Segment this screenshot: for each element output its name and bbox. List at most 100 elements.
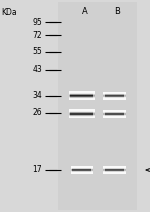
Bar <box>124 166 126 167</box>
Bar <box>69 118 70 119</box>
Bar <box>72 168 92 169</box>
Bar <box>103 167 105 168</box>
Bar <box>105 97 124 98</box>
Bar <box>70 116 93 117</box>
Bar <box>93 117 95 118</box>
Bar <box>91 171 93 172</box>
Bar <box>103 112 105 113</box>
Bar <box>124 115 126 116</box>
Bar <box>124 166 126 167</box>
Bar <box>103 114 105 115</box>
Bar <box>124 110 126 111</box>
Bar <box>105 171 124 172</box>
Bar <box>69 93 70 94</box>
Bar <box>70 116 93 117</box>
Bar <box>105 94 124 95</box>
Bar <box>105 94 124 95</box>
Bar <box>93 99 95 100</box>
Bar <box>103 112 105 113</box>
Bar <box>124 110 126 111</box>
Bar <box>72 172 92 173</box>
Bar <box>93 96 95 97</box>
Bar <box>70 166 72 167</box>
Bar <box>70 171 72 172</box>
Bar <box>70 166 72 167</box>
Bar <box>103 113 105 114</box>
Bar <box>70 93 93 94</box>
Bar <box>105 169 124 170</box>
Bar <box>124 114 126 115</box>
Bar <box>124 166 126 167</box>
Bar <box>70 112 93 113</box>
Bar <box>93 109 95 110</box>
Bar <box>91 168 93 169</box>
Bar <box>70 171 72 172</box>
Bar <box>103 166 105 167</box>
Bar <box>124 115 126 116</box>
Bar <box>69 112 70 113</box>
Bar <box>103 95 105 96</box>
Bar <box>105 114 124 115</box>
Bar <box>105 117 124 118</box>
Bar <box>91 172 93 173</box>
Bar <box>72 171 92 172</box>
Bar <box>70 91 93 92</box>
Bar <box>93 114 95 115</box>
Bar <box>93 92 95 93</box>
Bar <box>72 168 92 169</box>
Bar <box>103 171 105 172</box>
Bar <box>124 96 126 97</box>
Bar <box>91 166 93 167</box>
Bar <box>103 110 105 111</box>
Bar <box>105 173 124 174</box>
Bar <box>124 94 126 95</box>
Bar <box>124 98 126 99</box>
Bar <box>124 171 126 172</box>
Bar <box>103 92 105 93</box>
Bar <box>103 114 105 115</box>
Bar <box>70 169 72 170</box>
Text: 43: 43 <box>32 66 42 74</box>
Bar <box>105 171 124 172</box>
Bar <box>69 110 70 111</box>
Bar <box>103 168 105 169</box>
Bar <box>103 98 105 99</box>
Bar <box>124 172 126 173</box>
Bar <box>72 170 92 171</box>
Bar <box>93 117 95 118</box>
Bar <box>91 166 93 167</box>
Bar <box>70 167 72 168</box>
Bar <box>105 117 124 118</box>
Bar <box>124 168 126 169</box>
Bar <box>103 97 105 98</box>
Bar <box>72 166 92 167</box>
Text: 95: 95 <box>32 18 42 27</box>
Bar <box>69 93 70 94</box>
Bar <box>91 173 93 174</box>
Bar <box>103 116 105 117</box>
Bar <box>91 170 93 171</box>
Bar <box>70 173 72 174</box>
Bar <box>69 115 70 116</box>
Bar <box>69 95 70 96</box>
Bar <box>93 114 95 115</box>
Bar <box>124 167 126 168</box>
Bar <box>105 114 124 115</box>
Bar <box>124 116 126 117</box>
Bar <box>105 172 124 173</box>
Bar <box>105 166 124 167</box>
Bar <box>124 93 126 94</box>
Bar <box>124 99 126 100</box>
Bar <box>105 96 124 97</box>
Bar <box>70 91 93 92</box>
Bar <box>124 97 126 98</box>
Bar <box>103 169 105 170</box>
Bar <box>69 109 70 110</box>
Bar <box>124 93 126 94</box>
Text: 55: 55 <box>32 47 42 56</box>
Bar <box>69 98 70 99</box>
Bar <box>93 112 95 113</box>
Bar <box>93 93 95 94</box>
Bar <box>105 114 124 115</box>
Bar <box>105 110 124 111</box>
